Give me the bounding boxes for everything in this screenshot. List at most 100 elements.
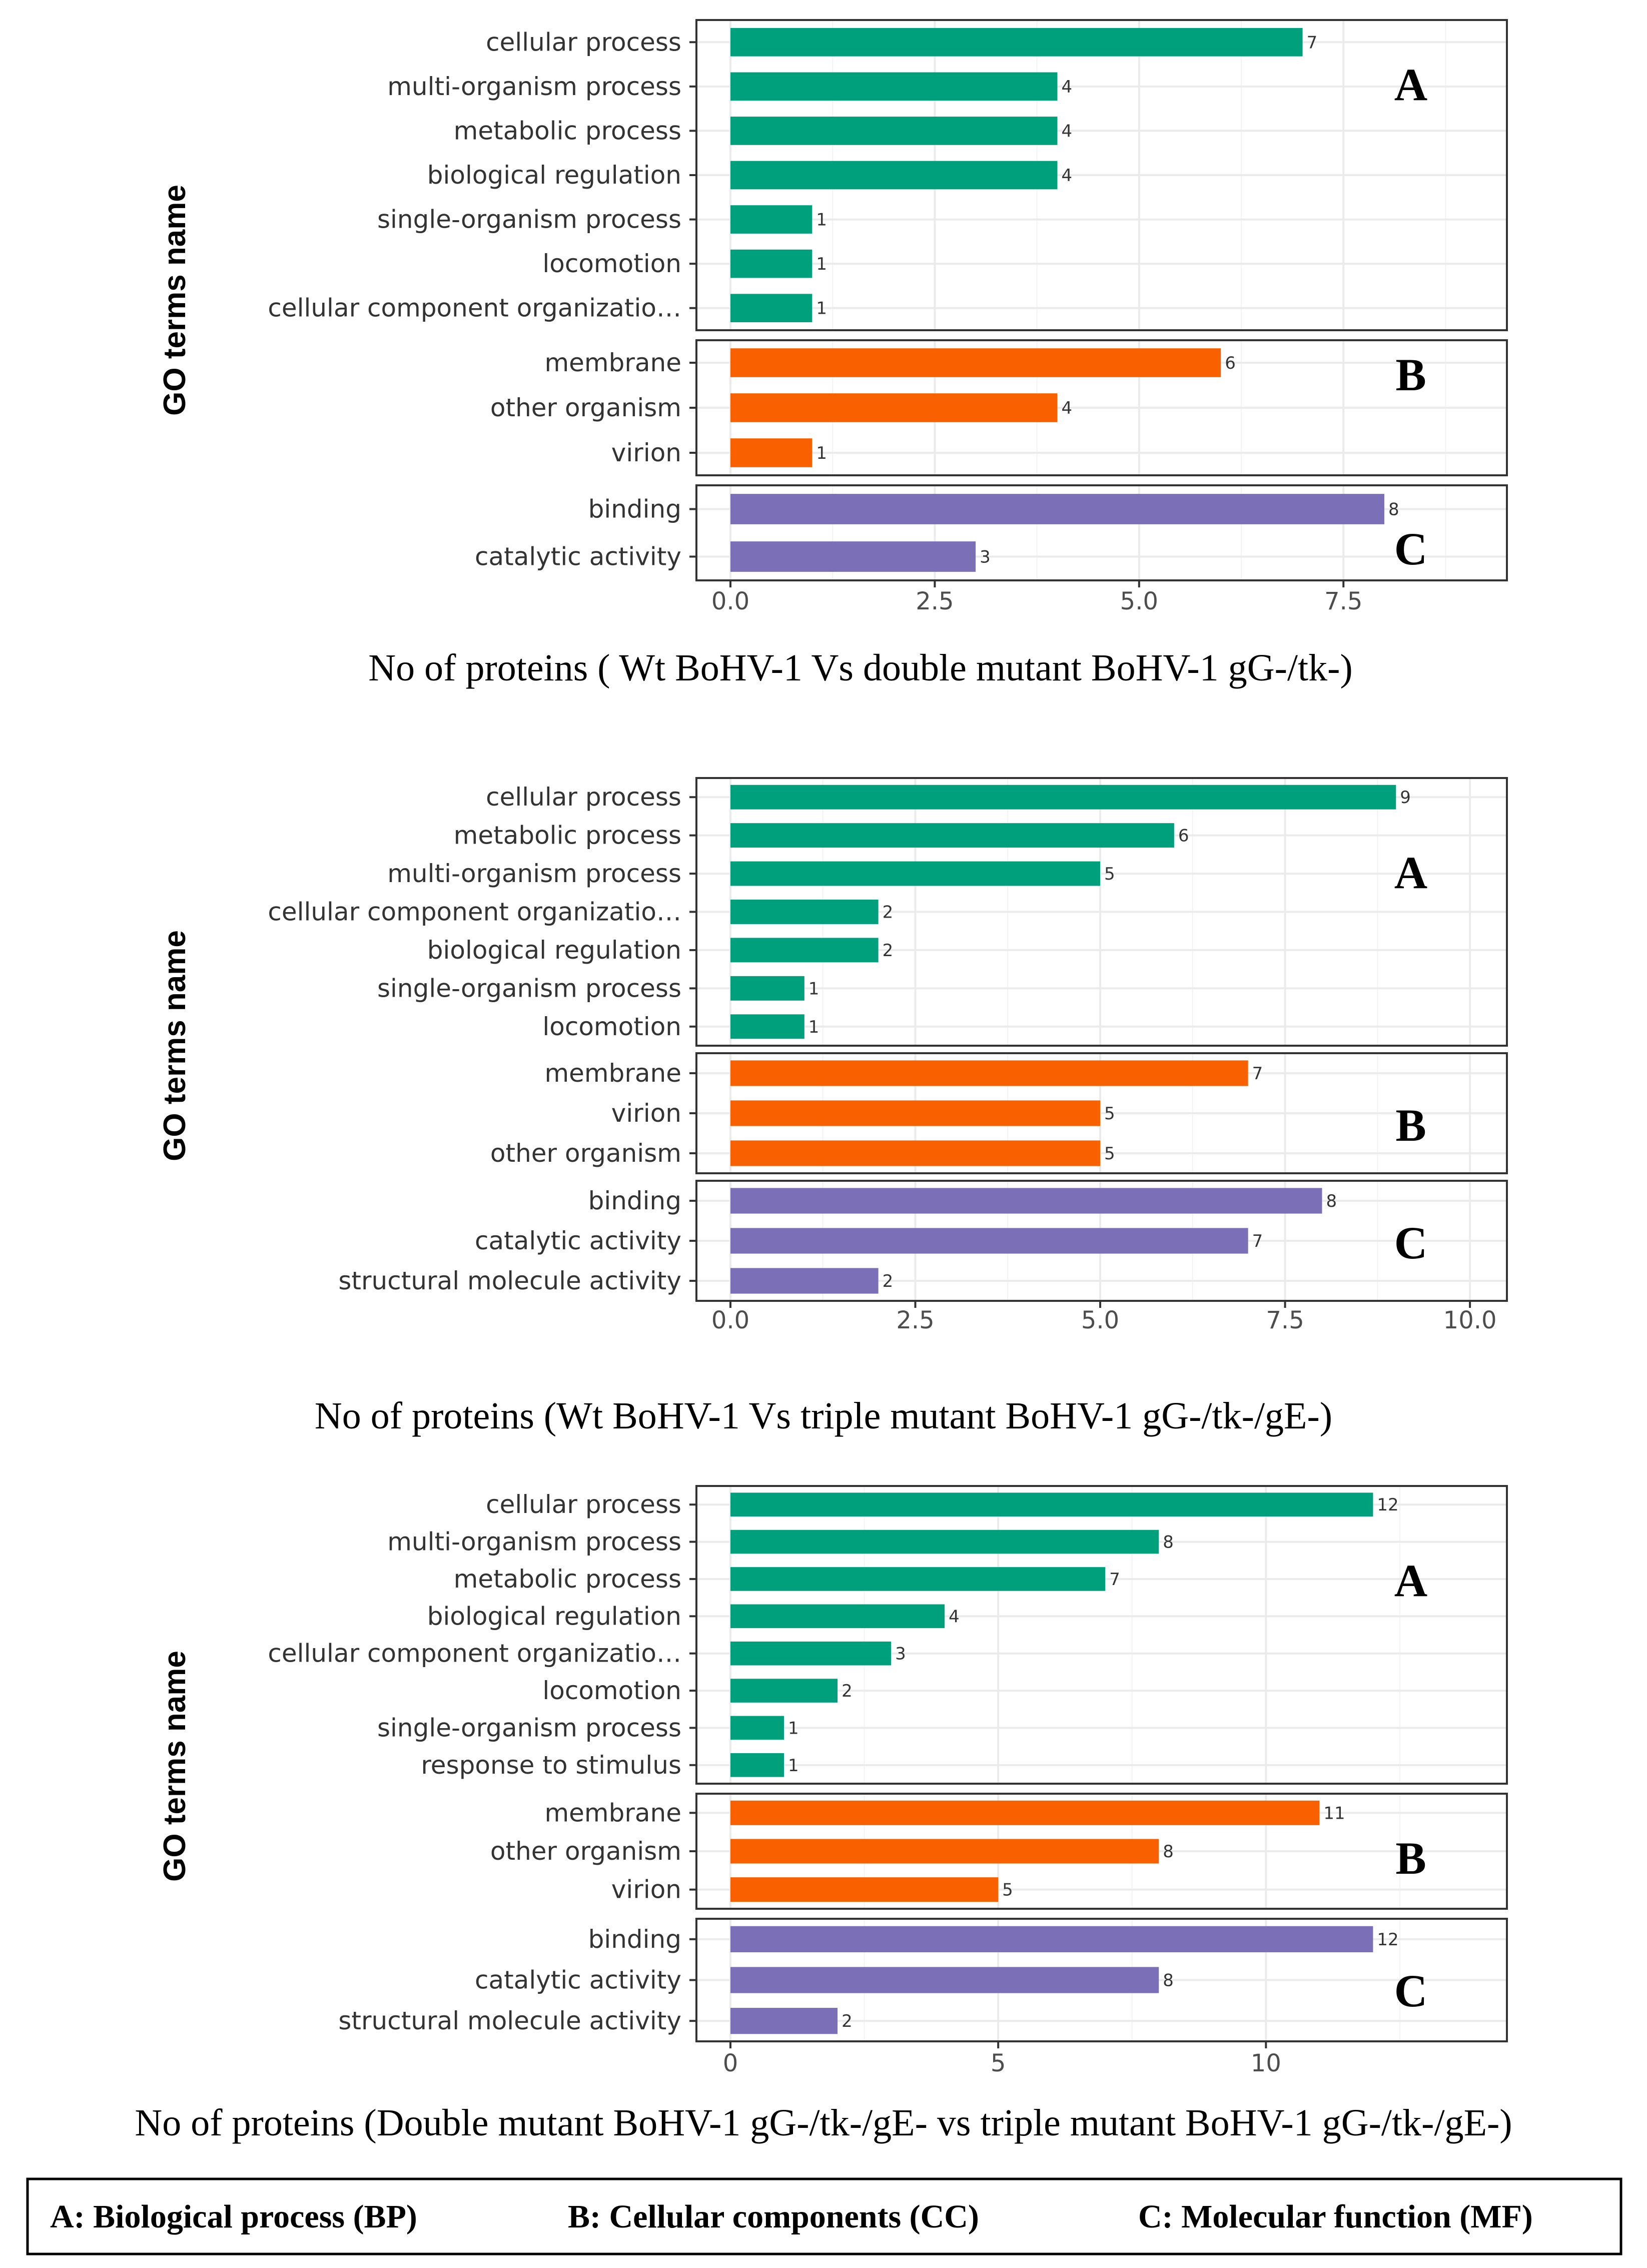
bar-value-label: 8 bbox=[1163, 1971, 1174, 1991]
x-tick-label: 10 bbox=[1251, 2049, 1281, 2077]
bar-value-label: 7 bbox=[1252, 1231, 1263, 1251]
facet-border bbox=[695, 777, 1508, 1047]
chart-2: GO terms name 9 cellular process 6 metabolic… bbox=[158, 777, 1508, 1437]
charts-layer: GO terms name 7 cellular process 4 multi-org… bbox=[135, 19, 1512, 2144]
category-label: locomotion bbox=[542, 1676, 681, 1705]
legend-border bbox=[26, 2177, 1622, 2255]
category-label: other organism bbox=[490, 1139, 681, 1168]
category-label: membrane bbox=[544, 1059, 681, 1088]
facet-border bbox=[695, 484, 1508, 581]
bar-value-label: 2 bbox=[842, 1681, 853, 1701]
bar bbox=[730, 438, 812, 467]
x-tick-label: 0.0 bbox=[711, 587, 749, 615]
bar bbox=[730, 823, 1174, 848]
category-label: cellular process bbox=[486, 1490, 681, 1519]
category-label: virion bbox=[611, 1099, 681, 1128]
bar bbox=[730, 28, 1303, 57]
bar-value-label: 8 bbox=[1163, 1533, 1174, 1553]
legend-item-bp: A: Biological process (BP) bbox=[50, 2198, 417, 2235]
facet-border bbox=[695, 1918, 1508, 2042]
bar-value-label: 8 bbox=[1388, 500, 1399, 520]
category-label: membrane bbox=[544, 1798, 681, 1827]
bar bbox=[730, 2008, 838, 2034]
bar-value-label: 6 bbox=[1178, 826, 1189, 846]
bar-value-label: 8 bbox=[1163, 1842, 1174, 1862]
bar-value-label: 1 bbox=[788, 1756, 799, 1776]
bar-value-label: 5 bbox=[1002, 1880, 1013, 1900]
bar bbox=[730, 348, 1221, 377]
bar bbox=[730, 1839, 1159, 1864]
category-label: cellular component organizatio… bbox=[268, 294, 681, 323]
bar bbox=[730, 1268, 879, 1294]
category-label: metabolic process bbox=[454, 116, 681, 145]
bar bbox=[730, 1641, 892, 1666]
bar-value-label: 1 bbox=[808, 1017, 819, 1037]
bar-value-label: 4 bbox=[1061, 398, 1072, 418]
bar bbox=[730, 1679, 838, 1703]
category-label: binding bbox=[588, 495, 681, 524]
category-label: cellular process bbox=[486, 783, 681, 812]
bar bbox=[730, 1060, 1248, 1086]
bar bbox=[730, 249, 812, 278]
facet-border bbox=[695, 1052, 1508, 1174]
bar-value-label: 7 bbox=[1252, 1064, 1263, 1084]
bar bbox=[730, 1753, 784, 1777]
bar bbox=[730, 1188, 1322, 1214]
bar-value-label: 7 bbox=[1307, 33, 1318, 53]
bar bbox=[730, 785, 1396, 810]
panel-letter: B bbox=[1395, 1833, 1426, 1884]
bar bbox=[730, 541, 976, 572]
category-label: cellular process bbox=[486, 28, 681, 57]
category-label: multi-organism process bbox=[387, 72, 681, 101]
facet-border bbox=[695, 339, 1508, 476]
panel-letter: B bbox=[1395, 1100, 1426, 1151]
bar bbox=[730, 938, 879, 963]
bar bbox=[730, 205, 812, 234]
bar-value-label: 7 bbox=[1109, 1570, 1120, 1590]
x-tick-label: 5 bbox=[991, 2049, 1006, 2077]
bar-value-label: 12 bbox=[1377, 1495, 1398, 1515]
bar-value-label: 4 bbox=[1061, 121, 1072, 141]
bar-value-label: 2 bbox=[883, 903, 894, 923]
category-label: structural molecule activity bbox=[338, 1266, 681, 1295]
bar-value-label: 5 bbox=[1104, 1104, 1115, 1124]
x-axis-caption: No of proteins (Double mutant BoHV-1 gG-… bbox=[135, 2102, 1512, 2144]
y-axis-label: GO terms name bbox=[158, 185, 192, 416]
x-axis-caption: No of proteins (Wt BoHV-1 Vs triple muta… bbox=[315, 1395, 1332, 1437]
bar-value-label: 8 bbox=[1326, 1191, 1337, 1211]
facet-a: 7 cellular process 4 multi-organism process… bbox=[268, 19, 1508, 331]
bar-value-label: 1 bbox=[816, 299, 827, 319]
bar bbox=[730, 1716, 784, 1740]
category-label: single-organism process bbox=[377, 205, 681, 234]
bar-value-label: 9 bbox=[1400, 788, 1411, 808]
x-tick-label: 2.5 bbox=[896, 1306, 934, 1334]
x-axis-caption: No of proteins ( Wt BoHV-1 Vs double mut… bbox=[368, 647, 1352, 689]
bar-value-label: 1 bbox=[788, 1718, 799, 1738]
category-label: biological regulation bbox=[427, 161, 681, 190]
x-tick-label: 7.5 bbox=[1266, 1306, 1304, 1334]
legend-box: A: Biological process (BP) B: Cellular c… bbox=[26, 2177, 1622, 2255]
bar-value-label: 3 bbox=[980, 547, 991, 567]
facet-c: 8 binding 7 catalytic activity 2 structural m… bbox=[338, 1180, 1508, 1302]
bar bbox=[730, 1100, 1101, 1126]
facet-border bbox=[695, 19, 1508, 331]
bar-value-label: 1 bbox=[808, 979, 819, 999]
category-label: multi-organism process bbox=[387, 1528, 681, 1557]
x-tick-label: 0 bbox=[723, 2049, 738, 2077]
category-label: locomotion bbox=[542, 1012, 681, 1041]
bar-value-label: 2 bbox=[842, 2011, 853, 2031]
bar-value-label: 6 bbox=[1225, 353, 1236, 373]
category-label: single-organism process bbox=[377, 1713, 681, 1742]
bar bbox=[730, 900, 879, 924]
bar bbox=[730, 1014, 804, 1039]
bar bbox=[730, 1800, 1320, 1825]
bar bbox=[730, 1567, 1106, 1591]
bar bbox=[730, 1228, 1248, 1254]
facet-border bbox=[695, 1485, 1508, 1785]
panel-letter: A bbox=[1394, 847, 1427, 898]
facet-border bbox=[695, 1793, 1508, 1910]
bar bbox=[730, 161, 1058, 190]
facet-b: 11 membrane 8 other organism 5 virion B bbox=[490, 1793, 1508, 1910]
